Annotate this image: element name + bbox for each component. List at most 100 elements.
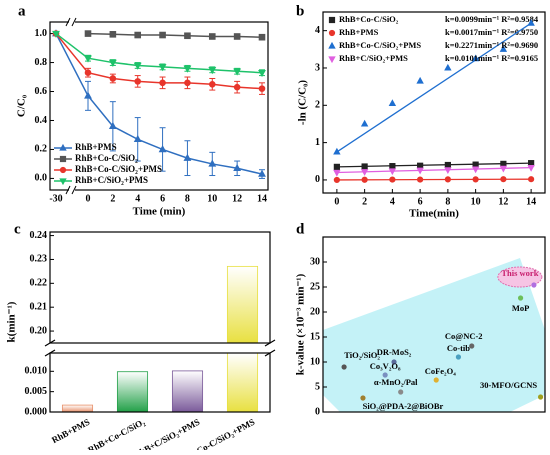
axis-break: [264, 349, 276, 357]
marker: [444, 63, 452, 71]
marker: [328, 16, 336, 24]
x-tick-label: 12: [498, 196, 508, 207]
y-tick-label: 0.005: [25, 386, 48, 397]
bar: [171, 370, 204, 413]
x-tick-label: 6: [160, 193, 165, 204]
y-tick-label: 1: [315, 137, 320, 148]
marker: [159, 79, 166, 87]
y-tick-label: 2: [315, 100, 320, 111]
marker: [134, 31, 142, 39]
axis-break: [71, 185, 77, 195]
marker: [184, 32, 191, 40]
axis-break: [65, 17, 71, 27]
y-tick-label: 0.23: [30, 254, 48, 265]
marker: [472, 176, 479, 183]
panel-label: a: [18, 3, 26, 19]
marker: [183, 153, 192, 161]
marker: [333, 163, 340, 170]
marker: [333, 147, 341, 155]
point-label: 30-MFO/GCNS: [480, 380, 537, 390]
point-label: This work: [501, 268, 538, 278]
y-tick-label: 0: [315, 406, 320, 417]
marker: [500, 176, 507, 183]
axis-break-gap: [69, 19, 75, 25]
fit-line: [336, 162, 532, 168]
bar: [226, 352, 259, 413]
marker: [328, 56, 336, 64]
point: [531, 282, 537, 288]
axis-break-gap: [69, 187, 75, 193]
point: [398, 389, 404, 395]
marker: [208, 67, 217, 75]
marker: [233, 163, 242, 172]
plot-frame: [322, 236, 546, 413]
marker: [500, 160, 507, 167]
y-tick-label: 0.8: [35, 57, 48, 68]
y-tick-label: 3: [315, 62, 320, 73]
x-tick-label: -30: [49, 193, 62, 204]
shaded-region: [323, 258, 545, 412]
x-tick-label: 12: [232, 193, 242, 204]
point: [517, 295, 524, 301]
marker: [499, 165, 508, 173]
marker: [444, 176, 451, 183]
point-label: MoP: [512, 303, 529, 313]
bar: [226, 265, 259, 344]
x-axis-label: Time (min): [133, 206, 186, 218]
y-axis-label: k(min⁻¹): [6, 301, 18, 342]
legend-label: RhB+Co-C/SiO₂+PMS: [75, 164, 162, 174]
marker: [528, 176, 535, 183]
marker: [258, 33, 266, 41]
marker: [416, 167, 424, 175]
legend-label: RhB+C/SiO₂+PMS: [75, 175, 148, 185]
x-tick-label: 10: [207, 193, 217, 204]
marker: [109, 31, 117, 38]
marker: [134, 78, 142, 85]
bar: [116, 371, 149, 413]
marker: [59, 166, 67, 174]
marker: [158, 64, 167, 72]
marker: [472, 161, 479, 168]
marker: [184, 79, 191, 87]
y-tick-label: 15: [310, 331, 320, 342]
x-tick-label: 14: [257, 193, 267, 204]
y-tick-label: 0.21: [30, 301, 48, 312]
y-tick-label: 30: [310, 256, 320, 267]
bar: [61, 404, 94, 413]
x-tick-label: 2: [362, 196, 367, 207]
marker: [444, 167, 452, 175]
y-tick-label: 0.000: [25, 406, 48, 417]
point: [382, 372, 388, 378]
marker: [361, 176, 368, 183]
marker: [208, 33, 216, 40]
y-tick-label: 0.0: [35, 173, 48, 184]
point-label: α-MnO₂/Pal: [374, 377, 418, 387]
highlight: [497, 266, 543, 288]
fit-line: [336, 166, 532, 174]
marker: [84, 69, 92, 76]
marker: [499, 45, 508, 52]
point-label: Co@NC-2: [445, 331, 483, 341]
marker: [333, 176, 340, 184]
point-label: CoFe₂O₄: [425, 366, 457, 376]
x-axis-label: Time(min): [409, 208, 459, 220]
legend-label: RhB+Co-C/SiO₂: [339, 14, 399, 24]
y-tick-label: 0.20: [30, 325, 48, 336]
x-tick-label: 14: [526, 196, 536, 207]
marker: [84, 91, 92, 99]
y-tick-label: 0.24: [30, 230, 48, 241]
marker: [360, 169, 369, 176]
marker: [208, 159, 217, 167]
marker: [59, 143, 67, 151]
marker: [328, 41, 336, 49]
y-tick-label: 0.010: [25, 366, 48, 377]
point-label: Co₃V₂O₈: [370, 361, 401, 371]
marker: [471, 166, 480, 174]
point: [360, 395, 366, 401]
point-label: DR-MoS₂: [377, 347, 412, 357]
point: [455, 354, 462, 360]
marker: [258, 85, 266, 92]
panel-label: c: [14, 221, 21, 237]
y-axis-label: -ln (C/C₀): [297, 80, 309, 125]
x-tick-label: 2: [110, 193, 115, 204]
